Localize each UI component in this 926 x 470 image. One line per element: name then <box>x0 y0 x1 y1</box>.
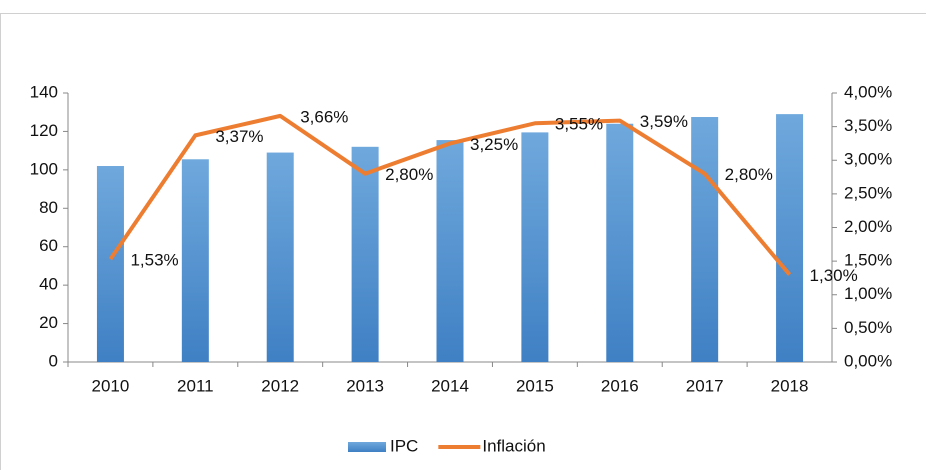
bar <box>266 152 294 362</box>
x-tick-label: 2017 <box>686 376 724 395</box>
y2-tick-label: 2,00% <box>844 217 892 236</box>
y2-tick-label: 0,50% <box>844 318 892 337</box>
legend-swatch <box>348 442 386 452</box>
y-tick-label: 0 <box>49 351 58 370</box>
x-tick-label: 2012 <box>261 376 299 395</box>
y-tick-label: 40 <box>39 275 58 294</box>
data-label: 1,30% <box>810 266 858 285</box>
x-tick-label: 2018 <box>771 376 809 395</box>
bar <box>776 114 804 362</box>
legend-label: Inflación <box>482 436 545 455</box>
y2-tick-label: 3,00% <box>844 150 892 169</box>
bar <box>436 140 464 362</box>
data-label: 2,80% <box>725 165 773 184</box>
x-tick-label: 2015 <box>516 376 554 395</box>
y2-tick-label: 0,00% <box>844 351 892 370</box>
bar <box>691 117 719 363</box>
line <box>108 113 792 276</box>
data-label: 3,25% <box>470 135 518 154</box>
bar <box>606 123 634 362</box>
x-tick-label: 2013 <box>346 376 384 395</box>
bar <box>521 132 549 362</box>
data-label: 3,59% <box>640 112 688 131</box>
data-label: 3,66% <box>300 107 348 126</box>
y2-tick-label: 1,00% <box>844 284 892 303</box>
y-tick-label: 100 <box>30 159 58 178</box>
data-label: 3,55% <box>555 115 603 134</box>
legend-label: IPC <box>390 436 418 455</box>
data-label: 1,53% <box>130 251 178 270</box>
y2-tick-label: 4,00% <box>844 82 892 101</box>
x-tick-label: 2010 <box>92 376 130 395</box>
x-tick-label: 2011 <box>177 376 214 395</box>
bar <box>96 166 124 362</box>
y-tick-label: 20 <box>39 313 58 332</box>
y2-tick-label: 2,50% <box>844 183 892 202</box>
y2-tick-label: 1,50% <box>844 251 892 270</box>
bar <box>351 146 379 362</box>
data-label: 3,37% <box>215 127 263 146</box>
bar <box>181 159 209 362</box>
x-tick-label: 2016 <box>601 376 639 395</box>
x-tick-label: 2014 <box>431 376 469 395</box>
y-tick-label: 80 <box>39 198 58 217</box>
y-tick-label: 140 <box>30 82 58 101</box>
y-tick-label: 60 <box>39 236 58 255</box>
data-label: 2,80% <box>385 165 433 184</box>
y2-tick-label: 3,50% <box>844 116 892 135</box>
y-tick-label: 120 <box>30 121 58 140</box>
